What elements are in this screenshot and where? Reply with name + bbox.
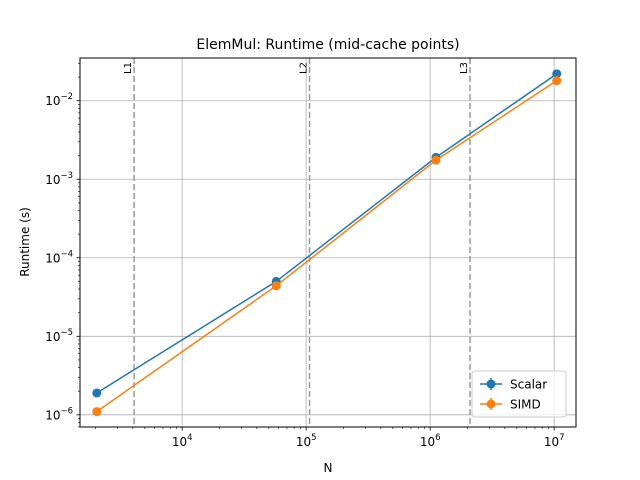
y-tick-label: 10−4	[45, 249, 73, 265]
x-axis-label: N	[324, 461, 333, 475]
reference-lines: L1 L2 L3	[123, 58, 471, 427]
data-point	[552, 76, 562, 86]
y-tick-label: 10−5	[45, 328, 73, 344]
y-axis-label: Runtime (s)	[18, 207, 32, 277]
data-point	[552, 69, 562, 79]
cache-boundary-label: L2	[299, 62, 310, 74]
chart-title: ElemMul: Runtime (mid-cache points)	[196, 37, 459, 53]
grid	[80, 58, 576, 427]
y-tick-label: 10−6	[45, 406, 73, 422]
x-tick-label: 106	[420, 433, 441, 449]
series-line	[96, 73, 558, 394]
x-tick-label: 105	[296, 433, 317, 449]
cache-boundary-label: L1	[123, 62, 134, 74]
legend: Scalar SIMD	[471, 370, 567, 418]
cache-boundary-label: L3	[459, 62, 470, 74]
x-tick-label: 104	[172, 433, 193, 449]
series-line	[96, 80, 558, 413]
y-tick-label: 10−2	[45, 92, 73, 108]
axis-ticks: 104 105 106 107 10−6 10−5 10−4 10−3 10−2	[45, 62, 565, 449]
x-tick-label: 107	[544, 433, 565, 449]
legend-label: Scalar	[510, 378, 547, 392]
legend-box	[471, 370, 567, 418]
plot-frame	[79, 57, 577, 428]
y-tick-label: 10−3	[45, 171, 73, 187]
data-point	[271, 281, 281, 291]
data-point	[92, 388, 102, 398]
data-point	[431, 155, 441, 165]
legend-label: SIMD	[510, 398, 541, 412]
data-point	[92, 407, 102, 417]
series-layer	[92, 69, 562, 417]
